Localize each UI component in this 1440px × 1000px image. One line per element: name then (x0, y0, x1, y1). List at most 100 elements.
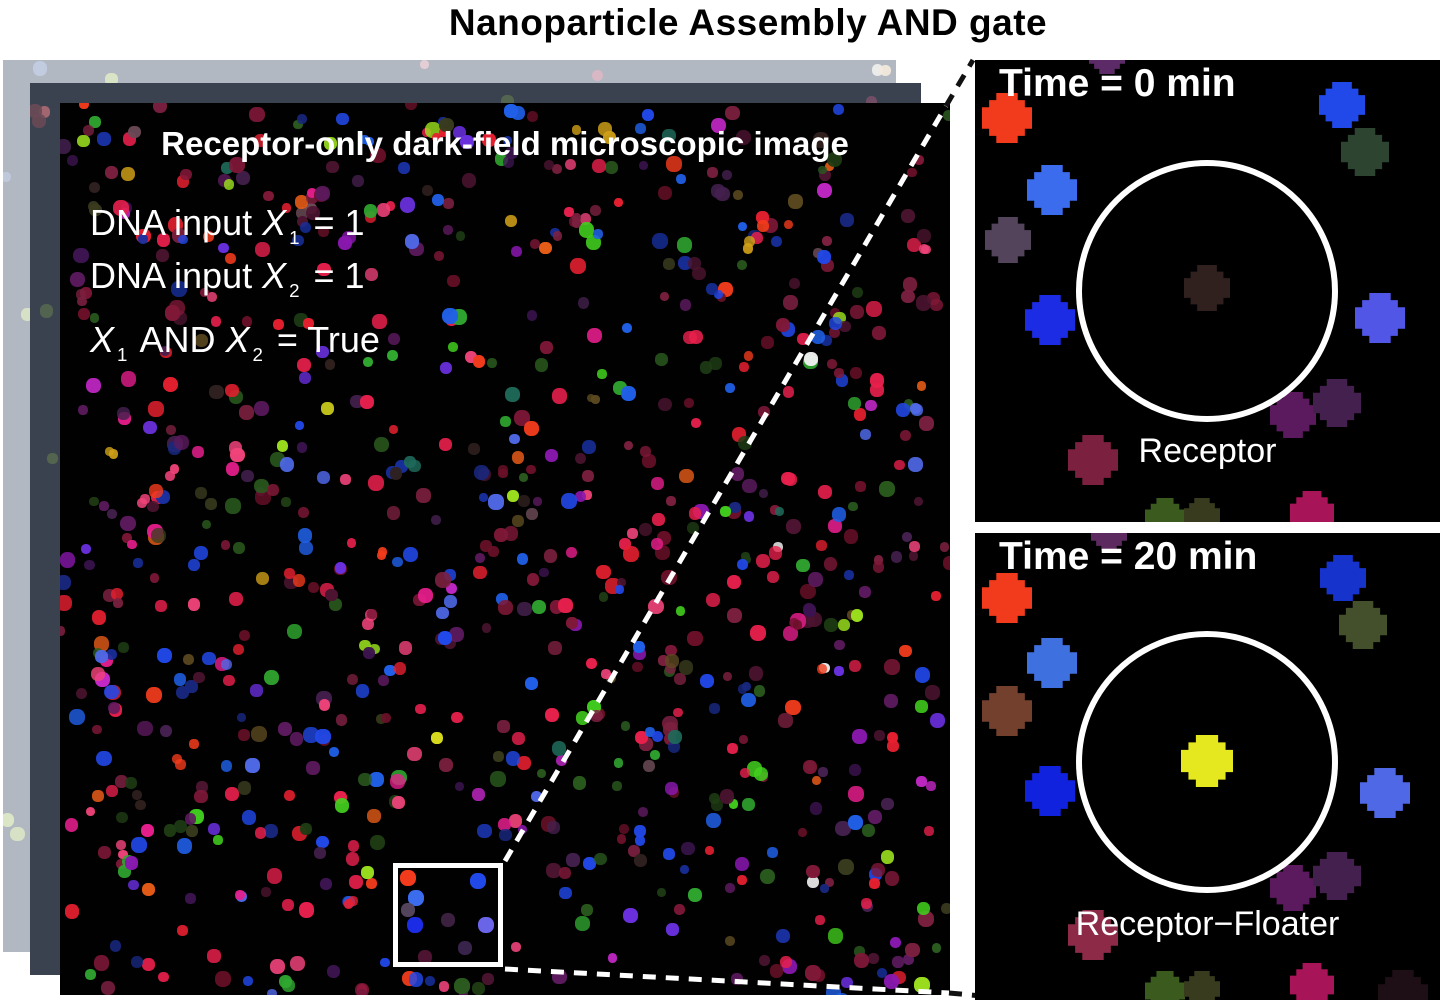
nanoparticle-dot (591, 69, 603, 82)
nanoparticle-dot (100, 981, 116, 995)
nanoparticle-dot (909, 541, 921, 553)
nanoparticle-dot (740, 767, 751, 779)
nanoparticle-dot (903, 953, 915, 966)
nanoparticle-dot (574, 452, 587, 465)
nanoparticle-dot (232, 541, 245, 555)
nanoparticle-dot (439, 757, 454, 772)
nanoparticle-dot (651, 730, 664, 743)
nanoparticle-dot (87, 200, 100, 213)
nanoparticle-dot (526, 110, 539, 123)
nanoparticle-dot (92, 724, 102, 735)
nanoparticle-dot (823, 618, 838, 632)
nanoparticle-dot (139, 494, 150, 504)
nanoparticle-dot (173, 673, 187, 686)
nanoparticle-dot (373, 436, 390, 453)
nanoparticle-dot (865, 95, 877, 107)
nanoparticle-dot (1290, 963, 1334, 1000)
nanoparticle-dot (425, 975, 436, 986)
nanoparticle-dot (1341, 128, 1389, 176)
nanoparticle-dot (224, 787, 239, 802)
nanoparticle-dot (482, 973, 495, 986)
nanoparticle-dot (254, 478, 269, 494)
nanoparticle-dot (663, 848, 675, 860)
nanoparticle-dot (431, 132, 442, 143)
nanoparticle-dot (681, 841, 695, 856)
nanoparticle-dot (811, 776, 822, 786)
nanoparticle-dot (721, 169, 732, 180)
nanoparticle-dot (811, 329, 826, 344)
nanoparticle-dot (711, 184, 726, 199)
nanoparticle-dot (816, 250, 831, 265)
inset-time-0-label: Time = 0 min (999, 62, 1236, 105)
nanoparticle-dot (516, 553, 529, 565)
nanoparticle-dot (676, 174, 686, 185)
nanoparticle-dot (113, 200, 130, 217)
nanoparticle-dot (982, 573, 1032, 623)
nanoparticle-dot (742, 478, 757, 494)
nanoparticle-dot (241, 810, 257, 825)
nanoparticle-dot (264, 824, 279, 838)
nanoparticle-dot (874, 730, 885, 741)
nanoparticle-dot (348, 896, 359, 907)
nanoparticle-dot (705, 845, 715, 855)
nanoparticle-dot (142, 882, 156, 896)
nanoparticle-dot (590, 709, 603, 723)
nanoparticle-dot (141, 823, 155, 838)
nanoparticle-dot (651, 233, 668, 249)
nanoparticle-dot (302, 727, 319, 743)
nanoparticle-dot (632, 661, 643, 673)
nanoparticle-dot (253, 401, 269, 416)
nanoparticle-dot (369, 643, 381, 655)
nanoparticle-dot (488, 494, 504, 510)
nanoparticle-dot (421, 184, 433, 196)
nanoparticle-dot (460, 134, 475, 149)
nanoparticle-dot (598, 592, 609, 602)
nanoparticle-dot (819, 883, 829, 893)
nanoparticle-dot (215, 971, 232, 988)
nanoparticle-dot (326, 964, 341, 979)
nanoparticle-dot (907, 167, 917, 177)
nanoparticle-dot (884, 658, 900, 675)
nanoparticle-dot (118, 849, 128, 860)
nanoparticle-dot (438, 631, 453, 646)
nanoparticle-dot (103, 684, 119, 700)
nanoparticle-dot (641, 109, 655, 122)
nanoparticle-dot (364, 136, 375, 147)
nanoparticle-dot (75, 687, 88, 700)
nanoparticle-dot (305, 205, 321, 221)
nanoparticle-dot (255, 572, 270, 586)
nanoparticle-dot (759, 488, 769, 499)
nanoparticle-dot (662, 257, 675, 270)
nanoparticle-dot (852, 286, 864, 299)
nanoparticle-dot (834, 666, 844, 676)
nanoparticle-dot (914, 666, 931, 683)
nanoparticle-dot (282, 979, 296, 992)
nanoparticle-dot (615, 584, 624, 594)
nanoparticle-dot (870, 383, 884, 397)
nanoparticle-dot (1320, 555, 1366, 601)
nanoparticle-dot (142, 420, 157, 435)
nanoparticle-dot (509, 433, 520, 445)
nanoparticle-dot (116, 840, 127, 851)
nanoparticle-dot (551, 741, 567, 756)
nanoparticle-dot (1025, 295, 1075, 345)
nanoparticle-dot (648, 598, 664, 615)
nanoparticle-dot (276, 439, 289, 452)
nanoparticle-dot (505, 751, 521, 766)
nanoparticle-dot (152, 103, 168, 114)
nanoparticle-dot (872, 561, 885, 574)
nanoparticle-dot (380, 712, 391, 724)
dark-field-image-panel: Receptor-only dark-field microscopic ima… (60, 103, 950, 995)
nanoparticle-dot (441, 913, 455, 927)
nanoparticle-dot (806, 875, 820, 889)
nanoparticle-dot (109, 940, 122, 952)
nanoparticle-dot (184, 813, 197, 825)
nanoparticle-dot (164, 305, 180, 321)
nanoparticle-dot (105, 73, 118, 86)
nanoparticle-dot (499, 829, 512, 842)
nanoparticle-dot (297, 528, 313, 543)
nanoparticle-dot (472, 788, 486, 801)
nanoparticle-dot (504, 387, 520, 403)
nanoparticle-dot (788, 277, 801, 290)
nanoparticle-dot (612, 781, 623, 791)
